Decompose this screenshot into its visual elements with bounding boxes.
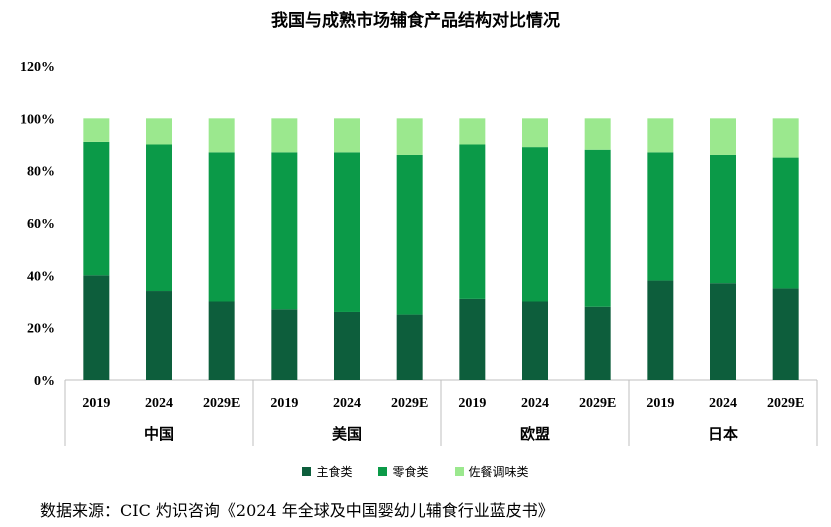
bar-segment bbox=[334, 311, 360, 380]
source-note: 数据来源：CIC 灼识咨询《2024 年全球及中国婴幼儿辅食行业蓝皮书》 bbox=[40, 501, 554, 520]
bar-segment bbox=[83, 141, 110, 276]
bar-segment bbox=[459, 298, 486, 380]
legend-swatch-condiment bbox=[454, 467, 464, 476]
bar-segment bbox=[647, 118, 674, 153]
bar-segment bbox=[334, 152, 360, 312]
group-label: 日本 bbox=[708, 425, 738, 443]
legend-item-snack: 零食类 bbox=[378, 463, 429, 480]
legend-label-snack: 零食类 bbox=[392, 465, 429, 479]
x-tick-label: 2029E bbox=[579, 396, 616, 411]
bar-segment bbox=[710, 283, 736, 380]
bar-segment bbox=[208, 301, 235, 380]
bar-segment bbox=[772, 157, 799, 289]
bar-segment bbox=[584, 149, 611, 307]
x-tick-label: 2019 bbox=[270, 396, 298, 411]
legend-label-staple: 主食类 bbox=[316, 465, 353, 479]
bar-segment bbox=[271, 152, 298, 310]
bar-segment bbox=[146, 291, 172, 380]
bar-segment bbox=[522, 147, 548, 302]
bar-segment bbox=[146, 144, 172, 292]
x-tick-label: 2019 bbox=[458, 396, 486, 411]
x-tick-label: 2019 bbox=[646, 396, 674, 411]
legend-item-condiment: 佐餐调味类 bbox=[454, 463, 529, 480]
y-tick-label: 0% bbox=[34, 374, 55, 389]
bar-segment bbox=[396, 154, 423, 315]
bar-segment bbox=[396, 118, 423, 155]
chart-title: 我国与成熟市场辅食产品结构对比情况 bbox=[271, 11, 560, 31]
bar-segment bbox=[334, 118, 360, 153]
bar-segment bbox=[522, 301, 548, 380]
legend-item-staple: 主食类 bbox=[302, 463, 352, 480]
y-tick-label: 100% bbox=[20, 112, 55, 127]
bar-segment bbox=[647, 280, 674, 380]
bar-segment bbox=[208, 118, 235, 153]
bar-segment bbox=[522, 118, 548, 148]
bar-segment bbox=[772, 118, 799, 158]
group-label: 欧盟 bbox=[520, 425, 550, 443]
x-tick-label: 2024 bbox=[709, 396, 737, 411]
legend-swatch-snack bbox=[378, 467, 388, 476]
legend-label-condiment: 佐餐调味类 bbox=[468, 465, 529, 479]
y-tick-label: 80% bbox=[27, 165, 55, 180]
y-tick-label: 120% bbox=[20, 60, 55, 75]
group-label: 中国 bbox=[144, 425, 174, 443]
bar-segment bbox=[772, 288, 799, 380]
x-tick-label: 2024 bbox=[333, 396, 361, 411]
bar-segment bbox=[146, 118, 172, 145]
x-tick-label: 2029E bbox=[767, 396, 804, 411]
group-label: 美国 bbox=[332, 425, 362, 443]
bar-segment bbox=[584, 118, 611, 150]
y-tick-label: 40% bbox=[27, 269, 55, 284]
bar-segment bbox=[271, 309, 298, 380]
bar-segment bbox=[710, 154, 736, 284]
bar-segment bbox=[83, 118, 110, 142]
x-tick-label: 2019 bbox=[82, 396, 110, 411]
bar-segment bbox=[459, 118, 486, 145]
legend: 主食类 零食类 佐餐调味类 bbox=[0, 463, 831, 480]
x-tick-label: 2024 bbox=[145, 396, 173, 411]
bar-segment bbox=[584, 306, 611, 380]
x-tick-label: 2024 bbox=[521, 396, 549, 411]
bar-segment bbox=[208, 152, 235, 302]
bar-segment bbox=[459, 144, 486, 299]
legend-swatch-staple bbox=[302, 467, 312, 476]
bar-segment bbox=[710, 118, 736, 155]
x-tick-label: 2029E bbox=[391, 396, 428, 411]
bar-segment bbox=[271, 118, 298, 153]
y-tick-label: 60% bbox=[27, 217, 55, 232]
y-tick-label: 20% bbox=[27, 322, 55, 337]
bar-segment bbox=[396, 314, 423, 380]
bar-segment bbox=[647, 152, 674, 281]
x-tick-label: 2029E bbox=[203, 396, 240, 411]
bar-segment bbox=[83, 275, 110, 380]
